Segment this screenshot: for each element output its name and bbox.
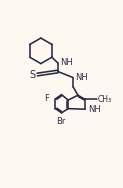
Text: NH: NH bbox=[60, 58, 72, 67]
Text: Br: Br bbox=[56, 117, 66, 126]
Text: NH: NH bbox=[88, 105, 101, 114]
Text: S: S bbox=[29, 70, 35, 80]
Text: F: F bbox=[44, 94, 49, 103]
Text: NH: NH bbox=[75, 73, 88, 82]
Text: CH₃: CH₃ bbox=[98, 95, 112, 104]
